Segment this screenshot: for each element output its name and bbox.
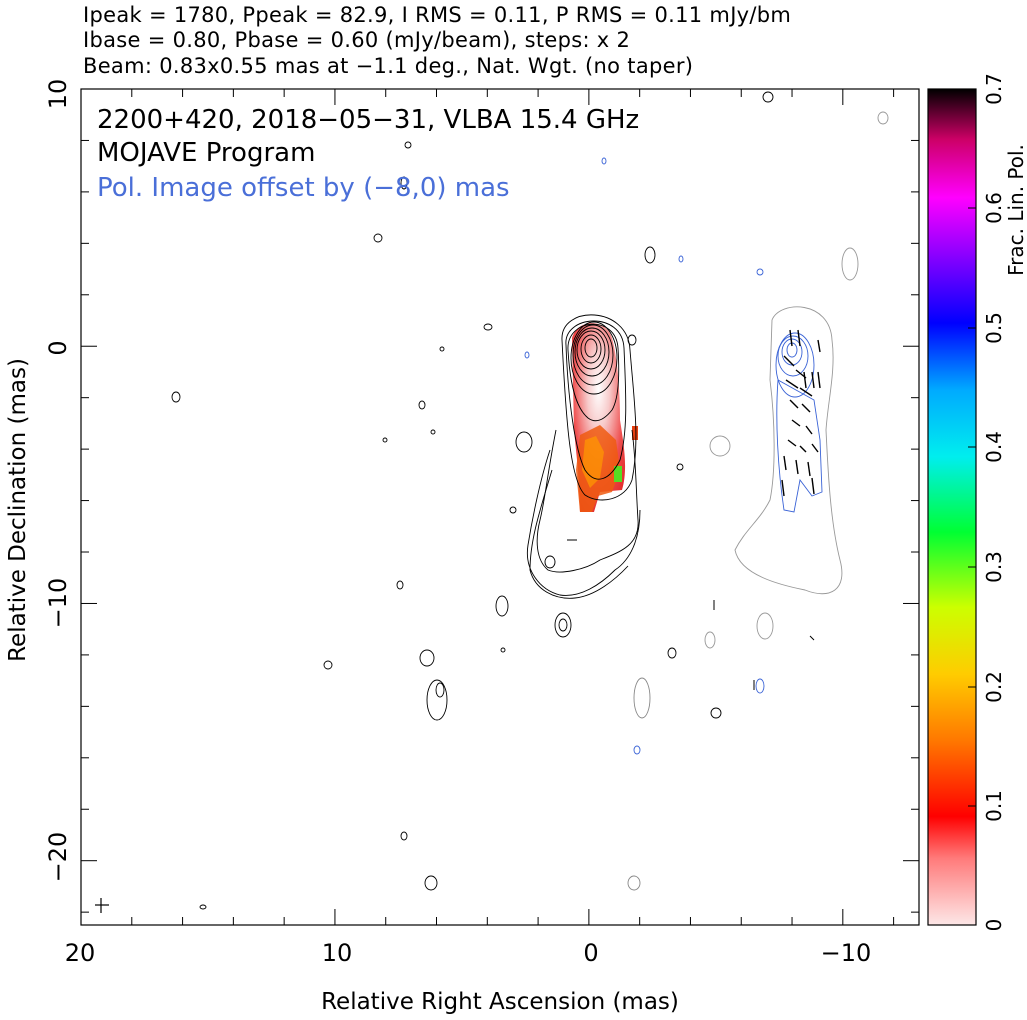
colorbar-tick-label: 0 [982, 919, 1006, 932]
colorbar-title: Frac. Lin. Pol. [1004, 144, 1027, 276]
colorbar-ticks [968, 207, 976, 807]
pol-image [524, 111, 889, 755]
colorbar-tick-label: 0.2 [982, 671, 1006, 703]
beam-marker [95, 898, 109, 913]
noise-dashes [567, 539, 815, 690]
colorbar-tick-label: 0.7 [982, 73, 1006, 105]
source-annotation: 2200+420, 2018−05−31, VLBA 15.4 GHz [97, 105, 639, 135]
x-axis-title: Relative Right Ascension (mas) [321, 989, 679, 1015]
x-tick-label: 20 [65, 939, 96, 967]
evpa-vectors [781, 329, 821, 497]
x-tick-label: −10 [821, 939, 872, 967]
y-axis-title: Relative Declination (mas) [5, 358, 31, 662]
y-tick-label: 0 [44, 340, 72, 355]
plot-frame [80, 88, 920, 926]
colorbar-tick-label: 0.6 [982, 192, 1006, 224]
program-annotation: MOJAVE Program [97, 138, 315, 168]
colorbar-tick-label: 0.5 [982, 312, 1006, 344]
colorbar-tick-label: 0.3 [982, 551, 1006, 583]
header-line-2: Ibase = 0.80, Pbase = 0.60 (mJy/beam), s… [83, 28, 631, 52]
frac-pol-colormap [572, 323, 638, 512]
header-line-3: Beam: 0.83x0.55 mas at −1.1 deg., Nat. W… [83, 54, 694, 78]
x-tick-label: 10 [322, 939, 353, 967]
offset-annotation: Pol. Image offset by (−8,0) mas [97, 173, 510, 203]
y-tick-label: −10 [44, 578, 72, 629]
y-tick-label: 10 [44, 79, 72, 110]
x-tick-label: 0 [583, 939, 598, 967]
colorbar [927, 88, 977, 926]
axis-ticks [80, 88, 919, 925]
stokes-i-contours [171, 91, 774, 910]
colorbar-tick-label: 0.1 [982, 790, 1006, 822]
y-tick-label: −20 [44, 832, 72, 883]
header-line-1: Ipeak = 1780, Ppeak = 82.9, I RMS = 0.11… [83, 3, 792, 27]
colorbar-tick-label: 0.4 [982, 431, 1006, 463]
